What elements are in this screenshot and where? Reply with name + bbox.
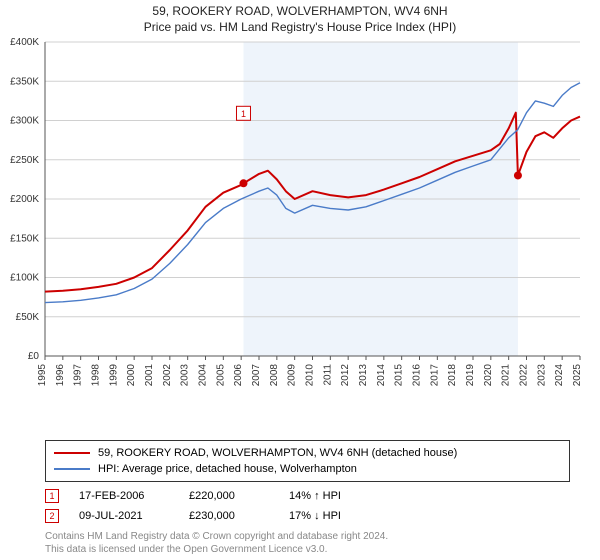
legend-label: HPI: Average price, detached house, Wolv…	[98, 463, 357, 475]
chart-titles: 59, ROOKERY ROAD, WOLVERHAMPTON, WV4 6NH…	[0, 0, 600, 36]
sales-marker-badge: 1	[45, 489, 59, 503]
x-tick-label: 1995	[37, 364, 48, 387]
x-tick-label: 2012	[340, 364, 351, 387]
x-tick-label: 2008	[269, 364, 280, 387]
x-tick-label: 1998	[91, 364, 102, 387]
x-tick-label: 2016	[412, 364, 423, 387]
sales-price: £220,000	[189, 490, 269, 502]
y-tick-label: £100K	[10, 273, 39, 284]
legend-swatch	[54, 452, 90, 454]
x-tick-label: 2015	[394, 364, 405, 387]
x-tick-label: 2002	[162, 364, 173, 387]
legend-swatch	[54, 468, 90, 470]
title-sub: Price paid vs. HM Land Registry's House …	[0, 20, 600, 34]
sale-marker-dot	[239, 179, 247, 187]
sales-table: 1 17-FEB-2006 £220,000 14% ↑ HPI 2 09-JUL-202…	[45, 486, 570, 526]
x-tick-label: 2004	[198, 364, 209, 387]
y-tick-label: £50K	[16, 312, 40, 323]
sales-price: £230,000	[189, 510, 269, 522]
legend-row: HPI: Average price, detached house, Wolv…	[54, 461, 561, 477]
x-tick-label: 2010	[305, 364, 316, 387]
x-tick-label: 2013	[358, 364, 369, 387]
footer-line-1: Contains HM Land Registry data © Crown c…	[45, 530, 570, 543]
x-tick-label: 2006	[233, 364, 244, 387]
x-tick-label: 2014	[376, 364, 387, 387]
x-tick-label: 1999	[108, 364, 119, 387]
y-tick-label: £350K	[10, 76, 39, 87]
sales-date: 17-FEB-2006	[79, 490, 169, 502]
y-tick-label: £150K	[10, 233, 39, 244]
chart-area: £0 £50K £100K £150K £200K £250K £300K £350K £400…	[0, 36, 600, 436]
y-tick-label: £0	[28, 351, 40, 362]
x-tick-label: 2025	[572, 364, 583, 387]
footer: Contains HM Land Registry data © Crown c…	[45, 530, 570, 556]
x-tick-label: 2019	[465, 364, 476, 387]
y-tick-label: £400K	[10, 37, 39, 48]
x-tick-label: 2021	[501, 364, 512, 387]
footer-line-2: This data is licensed under the Open Gov…	[45, 543, 570, 556]
x-tick-label: 2009	[287, 364, 298, 387]
sales-hpi: 17% ↓ HPI	[289, 510, 369, 522]
x-tick-label: 2018	[447, 364, 458, 387]
x-tick-label: 2022	[519, 364, 530, 387]
sales-marker-badge: 2	[45, 509, 59, 523]
sales-hpi: 14% ↑ HPI	[289, 490, 369, 502]
sale-marker-dot	[514, 171, 522, 179]
x-tick-label: 1997	[73, 364, 84, 387]
x-tick-label: 2007	[251, 364, 262, 387]
sales-date: 09-JUL-2021	[79, 510, 169, 522]
x-tick-label: 2017	[429, 364, 440, 387]
x-tick-label: 2024	[554, 364, 565, 387]
legend-row: 59, ROOKERY ROAD, WOLVERHAMPTON, WV4 6NH…	[54, 445, 561, 461]
x-tick-label: 2005	[215, 364, 226, 387]
sales-row: 2 09-JUL-2021 £230,000 17% ↓ HPI	[45, 506, 570, 526]
y-tick-label: £250K	[10, 155, 39, 166]
legend: 59, ROOKERY ROAD, WOLVERHAMPTON, WV4 6NH…	[45, 440, 570, 482]
sale-marker-number: 1	[241, 109, 246, 119]
x-tick-label: 2011	[322, 364, 333, 386]
x-tick-label: 2003	[180, 364, 191, 387]
x-tick-label: 2000	[126, 364, 137, 387]
price-chart: £0 £50K £100K £150K £200K £250K £300K £350K £400…	[0, 36, 600, 396]
x-tick-label: 1996	[55, 364, 66, 387]
sales-row: 1 17-FEB-2006 £220,000 14% ↑ HPI	[45, 486, 570, 506]
x-tick-label: 2001	[144, 364, 155, 387]
legend-label: 59, ROOKERY ROAD, WOLVERHAMPTON, WV4 6NH…	[98, 447, 457, 459]
x-tick-label: 2023	[536, 364, 547, 387]
x-tick-label: 2020	[483, 364, 494, 387]
title-main: 59, ROOKERY ROAD, WOLVERHAMPTON, WV4 6NH	[0, 4, 600, 18]
y-tick-label: £300K	[10, 116, 39, 127]
y-tick-label: £200K	[10, 194, 39, 205]
